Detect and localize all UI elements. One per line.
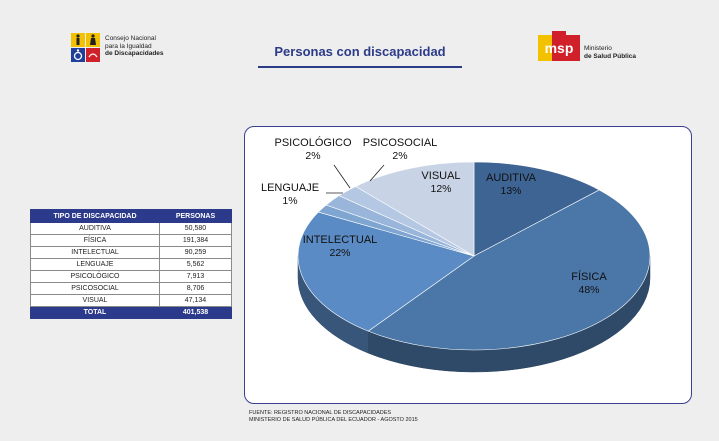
slice-value-0: 13% [500, 185, 521, 197]
slice-value-3: 1% [282, 195, 297, 207]
table-row: FÍSICA 191,384 [30, 234, 232, 247]
slice-value-1: 48% [578, 284, 599, 296]
disability-symbols-icon [71, 33, 100, 62]
pie-slice-0 [473, 161, 600, 257]
msp-logo-icon: msp [538, 31, 580, 61]
conadis-logo: Consejo Nacional para la Igualdad de Dis… [70, 31, 190, 71]
row-personas: 5,562 [159, 258, 232, 271]
table-row: VISUAL 47,134 [30, 294, 232, 307]
slice-value-2: 22% [329, 247, 350, 259]
table-total-row: TOTAL 401,538 [30, 306, 232, 319]
table-row: PSICOLÓGICO 7,913 [30, 270, 232, 283]
total-value: 401,538 [159, 306, 232, 319]
row-personas: 8,706 [159, 282, 232, 295]
slice-label-0: AUDITIVA [486, 172, 537, 184]
leader-line-5 [369, 164, 385, 182]
header-personas: PERSONAS [159, 209, 232, 223]
msp-name: Ministerio de Salud Pública [584, 45, 636, 60]
msp-line2: de Salud Pública [584, 52, 637, 60]
msp-logo-text: msp [545, 40, 574, 56]
slice-label-2: INTELECTUAL [303, 234, 378, 246]
conadis-line2: para la Igualdad [105, 42, 152, 50]
disability-table: TIPO DE DISCAPACIDAD PERSONAS AUDITIVA 50… [30, 209, 232, 319]
row-personas: 47,134 [159, 294, 232, 307]
pie-slice-2 [297, 211, 475, 332]
row-tipo: VISUAL [30, 294, 160, 307]
table-row: LENGUAJE 5,562 [30, 258, 232, 271]
title-block: Personas con discapacidad [258, 40, 462, 68]
slice-label-4: PSICOLÓGICO [274, 136, 351, 149]
slice-label-5: PSICOSOCIAL [363, 137, 438, 149]
conadis-line1: Consejo Nacional [105, 35, 156, 42]
slice-label-1: FÍSICA [571, 270, 607, 283]
source-line2: MINISTERIO DE SALUD PÚBLICA DEL ECUADOR … [249, 417, 418, 423]
slice-value-6: 12% [430, 183, 451, 195]
slice-value-4: 2% [305, 150, 320, 162]
row-personas: 50,580 [159, 222, 232, 235]
table-row: INTELECTUAL 90,259 [30, 246, 232, 259]
pie-slice-6 [355, 161, 475, 257]
leader-line-4 [333, 164, 351, 189]
slice-label-6: VISUAL [421, 170, 460, 182]
total-label: TOTAL [30, 306, 160, 319]
conadis-name: Consejo Nacional para la Igualdad de Dis… [105, 35, 164, 58]
slice-value-5: 2% [392, 150, 407, 162]
row-tipo: PSICOLÓGICO [30, 270, 160, 283]
pie-slice-1 [367, 189, 651, 351]
page-title: Personas con discapacidad [274, 44, 446, 59]
msp-logo: msp Ministerio de Salud Pública [536, 29, 656, 69]
conadis-line3: de Discapacidades [105, 50, 164, 57]
slice-label-3: LENGUAJE [261, 182, 319, 194]
row-tipo: FÍSICA [30, 234, 160, 247]
msp-line1: Ministerio [584, 45, 612, 52]
source-line1: FUENTE: REGISTRO NACIONAL DE DISCAPACIDA… [249, 410, 392, 416]
row-tipo: INTELECTUAL [30, 246, 160, 259]
source-note: FUENTE: REGISTRO NACIONAL DE DISCAPACIDA… [249, 410, 418, 424]
